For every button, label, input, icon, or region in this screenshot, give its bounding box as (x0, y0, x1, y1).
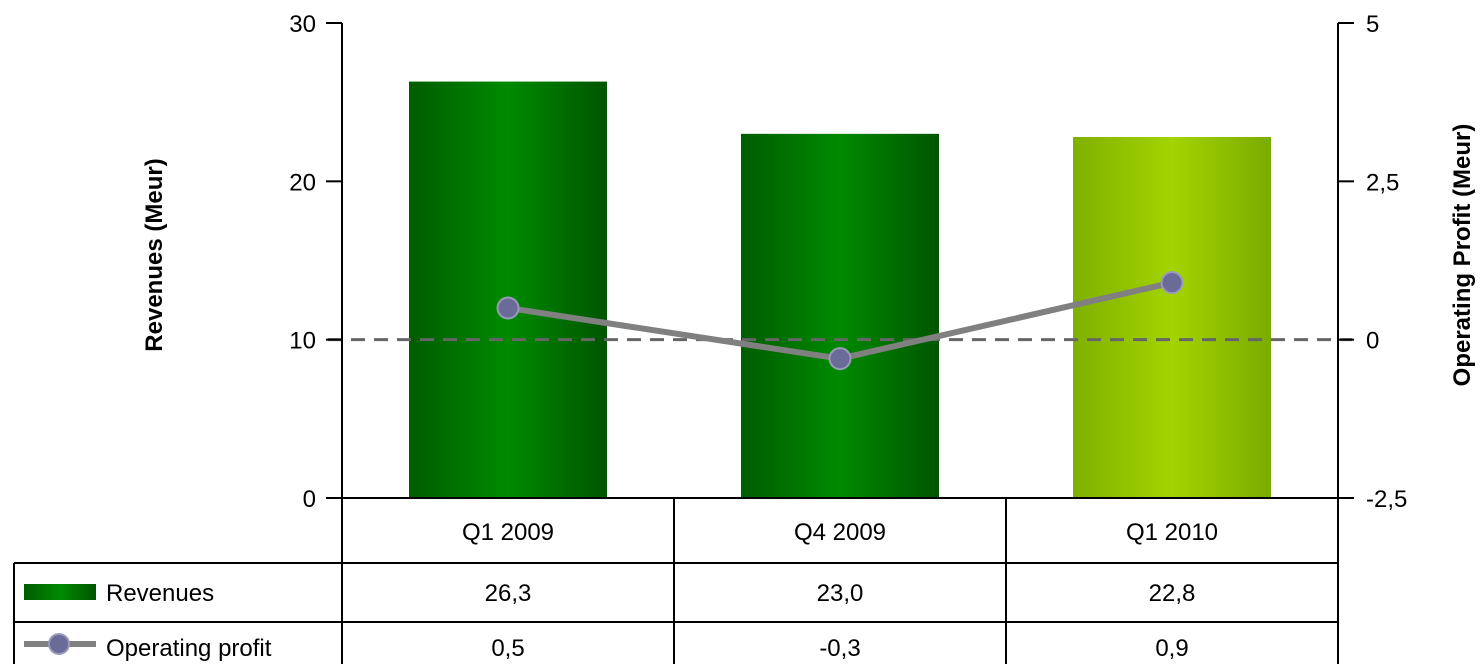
revenues-value-cell: 26,3 (485, 580, 532, 607)
operating-profit-point-3 (1162, 272, 1183, 293)
left-axis-title: Revenues (Meur) (141, 158, 168, 351)
right-tick-label: 5 (1366, 11, 1379, 38)
operating-profit-legend-marker (49, 634, 69, 654)
bar-1 (409, 82, 607, 498)
left-tick-label: 30 (289, 11, 316, 38)
revenues-legend-swatch (24, 584, 96, 600)
category-label: Q1 2009 (462, 519, 554, 546)
right-tick-label: 2,5 (1366, 169, 1399, 196)
revenues-value-cell: 22,8 (1149, 580, 1196, 607)
right-tick-label: 0 (1366, 328, 1379, 355)
left-tick-label: 10 (289, 328, 316, 355)
operating-profit-value-cell: -0,3 (819, 635, 860, 662)
left-tick-label: 0 (303, 486, 316, 513)
left-tick-label: 20 (289, 169, 316, 196)
bar-3 (1073, 137, 1271, 498)
revenues-value-cell: 23,0 (817, 580, 864, 607)
category-label: Q4 2009 (794, 519, 886, 546)
operating-profit-point-1 (498, 298, 519, 319)
operating-profit-value-cell: 0,5 (491, 635, 524, 662)
operating-profit-value-cell: 0,9 (1155, 635, 1188, 662)
right-tick-label: -2,5 (1366, 486, 1407, 513)
revenues-legend-label: Revenues (106, 580, 214, 607)
operating-profit-legend-label: Operating profit (106, 635, 272, 662)
category-label: Q1 2010 (1126, 519, 1218, 546)
operating-profit-point-2 (830, 348, 851, 369)
bar-2 (741, 134, 939, 498)
right-axis-title: Operating Profit (Meur) (1449, 124, 1476, 387)
data-table: Q1 2009 Q4 2009 Q1 2010 Revenues 26,3 23,0 22,… (14, 498, 1338, 664)
